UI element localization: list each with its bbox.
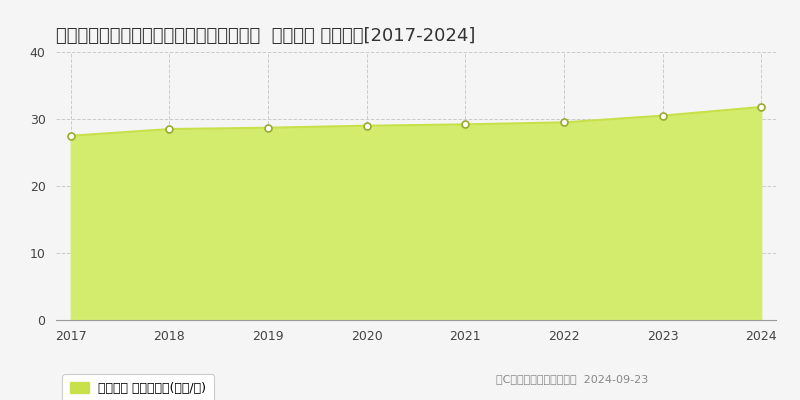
- Text: 千葉県成田市はなのき台１丁目２２番１３  公示地価 地価推移[2017-2024]: 千葉県成田市はなのき台１丁目２２番１３ 公示地価 地価推移[2017-2024]: [56, 27, 475, 45]
- Text: （C）土地価格ドットコム  2024-09-23: （C）土地価格ドットコム 2024-09-23: [496, 374, 648, 384]
- Legend: 公示地価 平均坪単価(万円/坪): 公示地価 平均坪単価(万円/坪): [62, 374, 214, 400]
